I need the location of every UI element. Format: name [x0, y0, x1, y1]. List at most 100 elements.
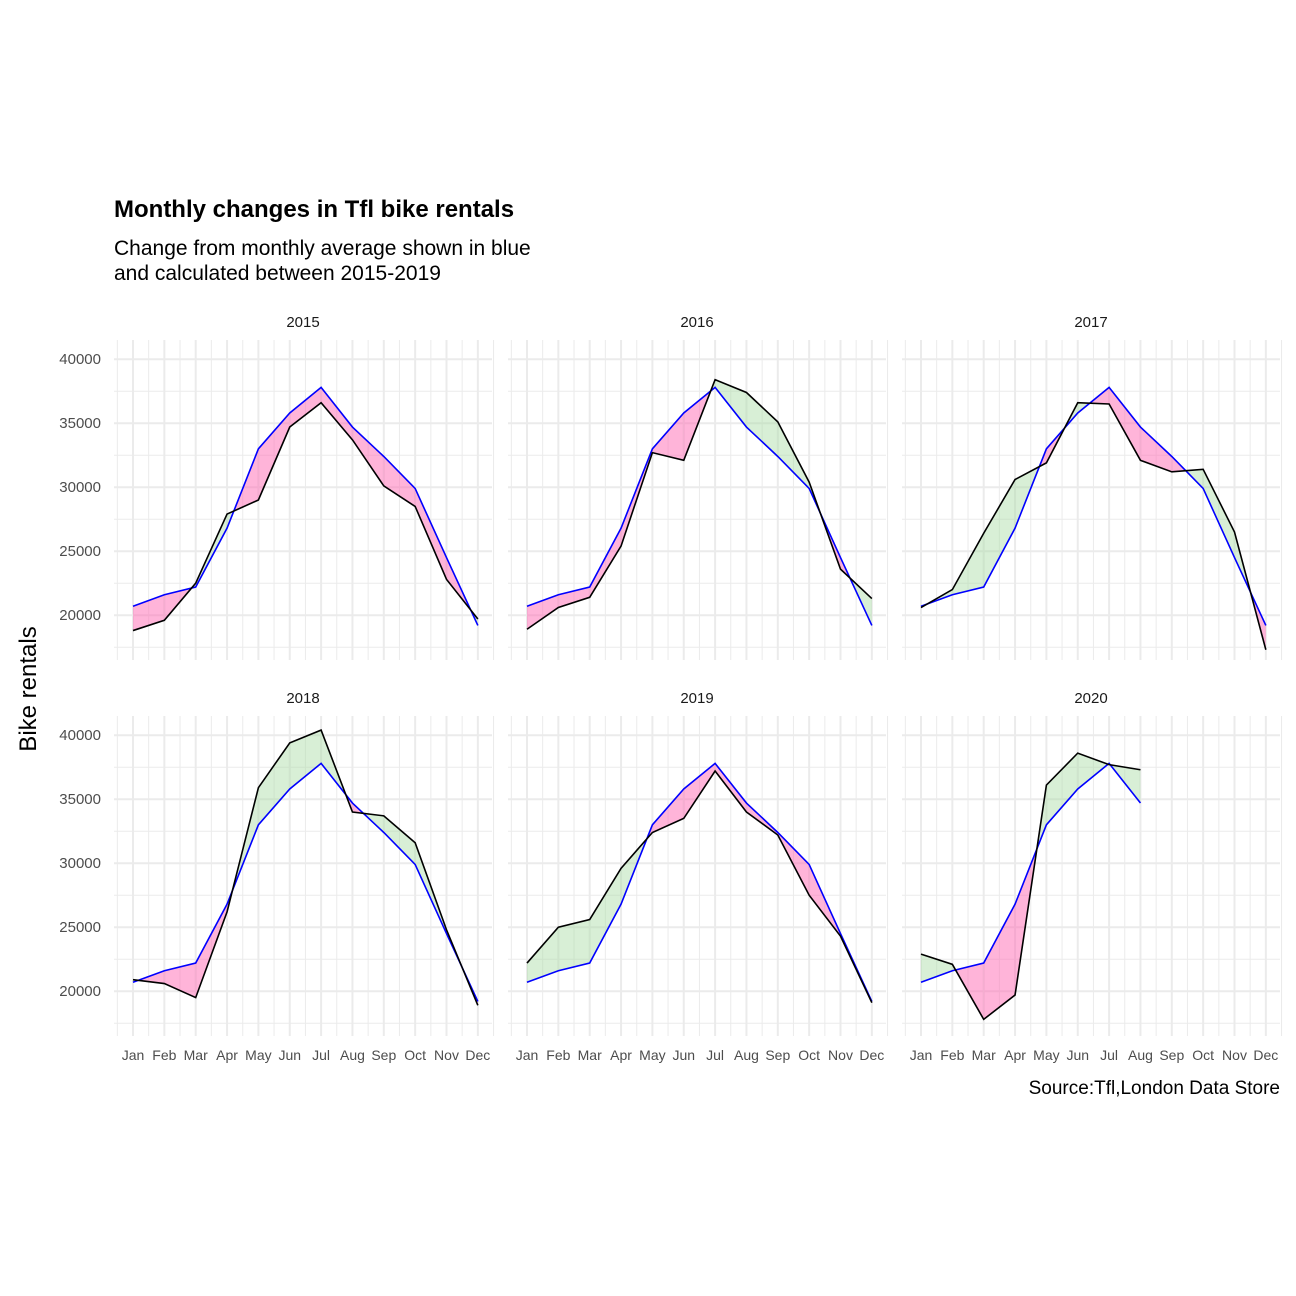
x-tick-label: Jun: [672, 1047, 695, 1063]
ribbon-above-average: [921, 954, 953, 983]
ribbon-above-average: [983, 479, 1016, 588]
ribbon-below-average: [383, 456, 416, 507]
x-tick-label: Apr: [1004, 1047, 1026, 1063]
actual-line: [132, 729, 479, 1006]
ribbon-below-average: [321, 387, 353, 440]
facet-2016: 2016: [508, 314, 889, 660]
x-tick-label: Oct: [1192, 1047, 1214, 1063]
ribbon-below-average: [955, 963, 984, 1020]
x-tick-label: Aug: [1128, 1047, 1153, 1063]
facet-strip-label: 2018: [286, 690, 319, 707]
facet-2018: 2018 20000 25000 30000 35000 40000 Jan Feb Mar Ap…: [59, 690, 495, 1063]
chart-caption: Source:Tfl,London Data Store: [1029, 1078, 1280, 1099]
x-tick-label: May: [245, 1047, 271, 1063]
facet-panels: 2015 20000 25000 30000 35000 40000 2016 2017 201…: [59, 314, 1283, 1063]
y-tick-label: 40000: [59, 351, 101, 368]
x-tick-label: Mar: [972, 1047, 996, 1063]
ribbon-below-average: [415, 488, 447, 580]
x-tick-label: Feb: [152, 1047, 176, 1063]
chart-subtitle-line-1: Change from monthly average shown in blu…: [114, 237, 531, 260]
ribbon-below-average: [683, 763, 716, 819]
x-tick-label: Nov: [828, 1047, 853, 1063]
y-axis-label: Bike rentals: [15, 626, 42, 751]
facet-strip-label: 2020: [1074, 690, 1107, 707]
x-tick-label: Jul: [312, 1047, 330, 1063]
ribbon-above-average: [746, 392, 778, 457]
x-tick-label: Jan: [516, 1047, 539, 1063]
x-tick-label: Mar: [578, 1047, 602, 1063]
x-tick-label: May: [639, 1047, 665, 1063]
ribbon-above-average: [258, 742, 290, 825]
x-tick-label: Apr: [216, 1047, 238, 1063]
x-tick-label: Sep: [371, 1047, 396, 1063]
ribbon-below-average: [289, 387, 322, 428]
x-tick-label: Dec: [1253, 1047, 1278, 1063]
ribbon-above-average: [558, 919, 590, 971]
facet-strip-label: 2016: [680, 314, 713, 331]
y-tick-label: 20000: [59, 607, 101, 624]
ribbon-below-average: [652, 412, 684, 461]
x-tick-label: Sep: [765, 1047, 790, 1063]
facet-2020: 2020 Jan Feb Mar Apr May Jun Jul Aug Sep Oct Nov Dec: [902, 690, 1283, 1063]
ribbon-below-average: [258, 412, 290, 500]
x-tick-label: Mar: [184, 1047, 208, 1063]
x-tick-label: Oct: [798, 1047, 820, 1063]
facet-2015: 2015 20000 25000 30000 35000 40000: [59, 314, 495, 660]
x-tick-label: Jan: [910, 1047, 933, 1063]
x-tick-label: Jun: [1066, 1047, 1089, 1063]
x-tick-label: Jul: [706, 1047, 724, 1063]
x-tick-label: Nov: [434, 1047, 459, 1063]
ribbon-above-average: [715, 379, 747, 428]
ribbon-above-average: [289, 730, 322, 789]
average-line: [526, 386, 873, 626]
facet-2017: 2017: [902, 314, 1283, 660]
y-tick-label: 30000: [59, 479, 101, 496]
x-tick-label: Aug: [340, 1047, 365, 1063]
ribbon-below-average: [983, 904, 1016, 1020]
y-tick-label: 30000: [59, 855, 101, 872]
x-tick-label: Sep: [1159, 1047, 1184, 1063]
ribbon-below-average: [1140, 427, 1172, 472]
x-tick-label: Nov: [1222, 1047, 1247, 1063]
ribbon-above-average: [589, 868, 622, 964]
x-tick-label: Jan: [122, 1047, 145, 1063]
facet-strip-label: 2015: [286, 314, 319, 331]
ribbon-below-average: [164, 963, 196, 998]
actual-line: [526, 769, 873, 1004]
average-line: [920, 386, 1267, 626]
y-tick-label: 25000: [59, 919, 101, 936]
x-tick-label: Feb: [546, 1047, 570, 1063]
ribbon-below-average: [558, 587, 590, 608]
ribbon-above-average: [527, 927, 559, 983]
actual-line: [526, 378, 873, 630]
y-tick-label: 40000: [59, 727, 101, 744]
x-tick-label: May: [1033, 1047, 1059, 1063]
actual-line: [920, 401, 1267, 650]
average-line: [132, 762, 479, 1002]
chart-title: Monthly changes in Tfl bike rentals: [114, 196, 514, 223]
actual-line: [132, 401, 479, 632]
x-tick-label: Dec: [465, 1047, 490, 1063]
x-tick-label: Jun: [278, 1047, 301, 1063]
ribbon-below-average: [1109, 387, 1141, 461]
x-tick-label: Oct: [404, 1047, 426, 1063]
actual-line: [920, 752, 1141, 1021]
x-tick-label: Feb: [940, 1047, 964, 1063]
average-line: [526, 762, 873, 1002]
ribbon-below-average: [352, 427, 384, 486]
ribbon-below-average: [589, 528, 622, 598]
average-line: [920, 762, 1142, 983]
ribbon-above-average: [1203, 469, 1235, 558]
facet-strip-label: 2017: [1074, 314, 1107, 331]
x-tick-label: Apr: [610, 1047, 632, 1063]
ribbon-above-average: [1046, 753, 1078, 825]
y-tick-label: 20000: [59, 983, 101, 1000]
chart-subtitle-line-2: and calculated between 2015-2019: [114, 262, 441, 285]
ribbon-below-average: [715, 763, 747, 812]
y-tick-label: 35000: [59, 791, 101, 808]
y-tick-label: 35000: [59, 415, 101, 432]
x-tick-label: Dec: [859, 1047, 884, 1063]
facet-strip-label: 2019: [680, 690, 713, 707]
x-tick-label: Jul: [1100, 1047, 1118, 1063]
